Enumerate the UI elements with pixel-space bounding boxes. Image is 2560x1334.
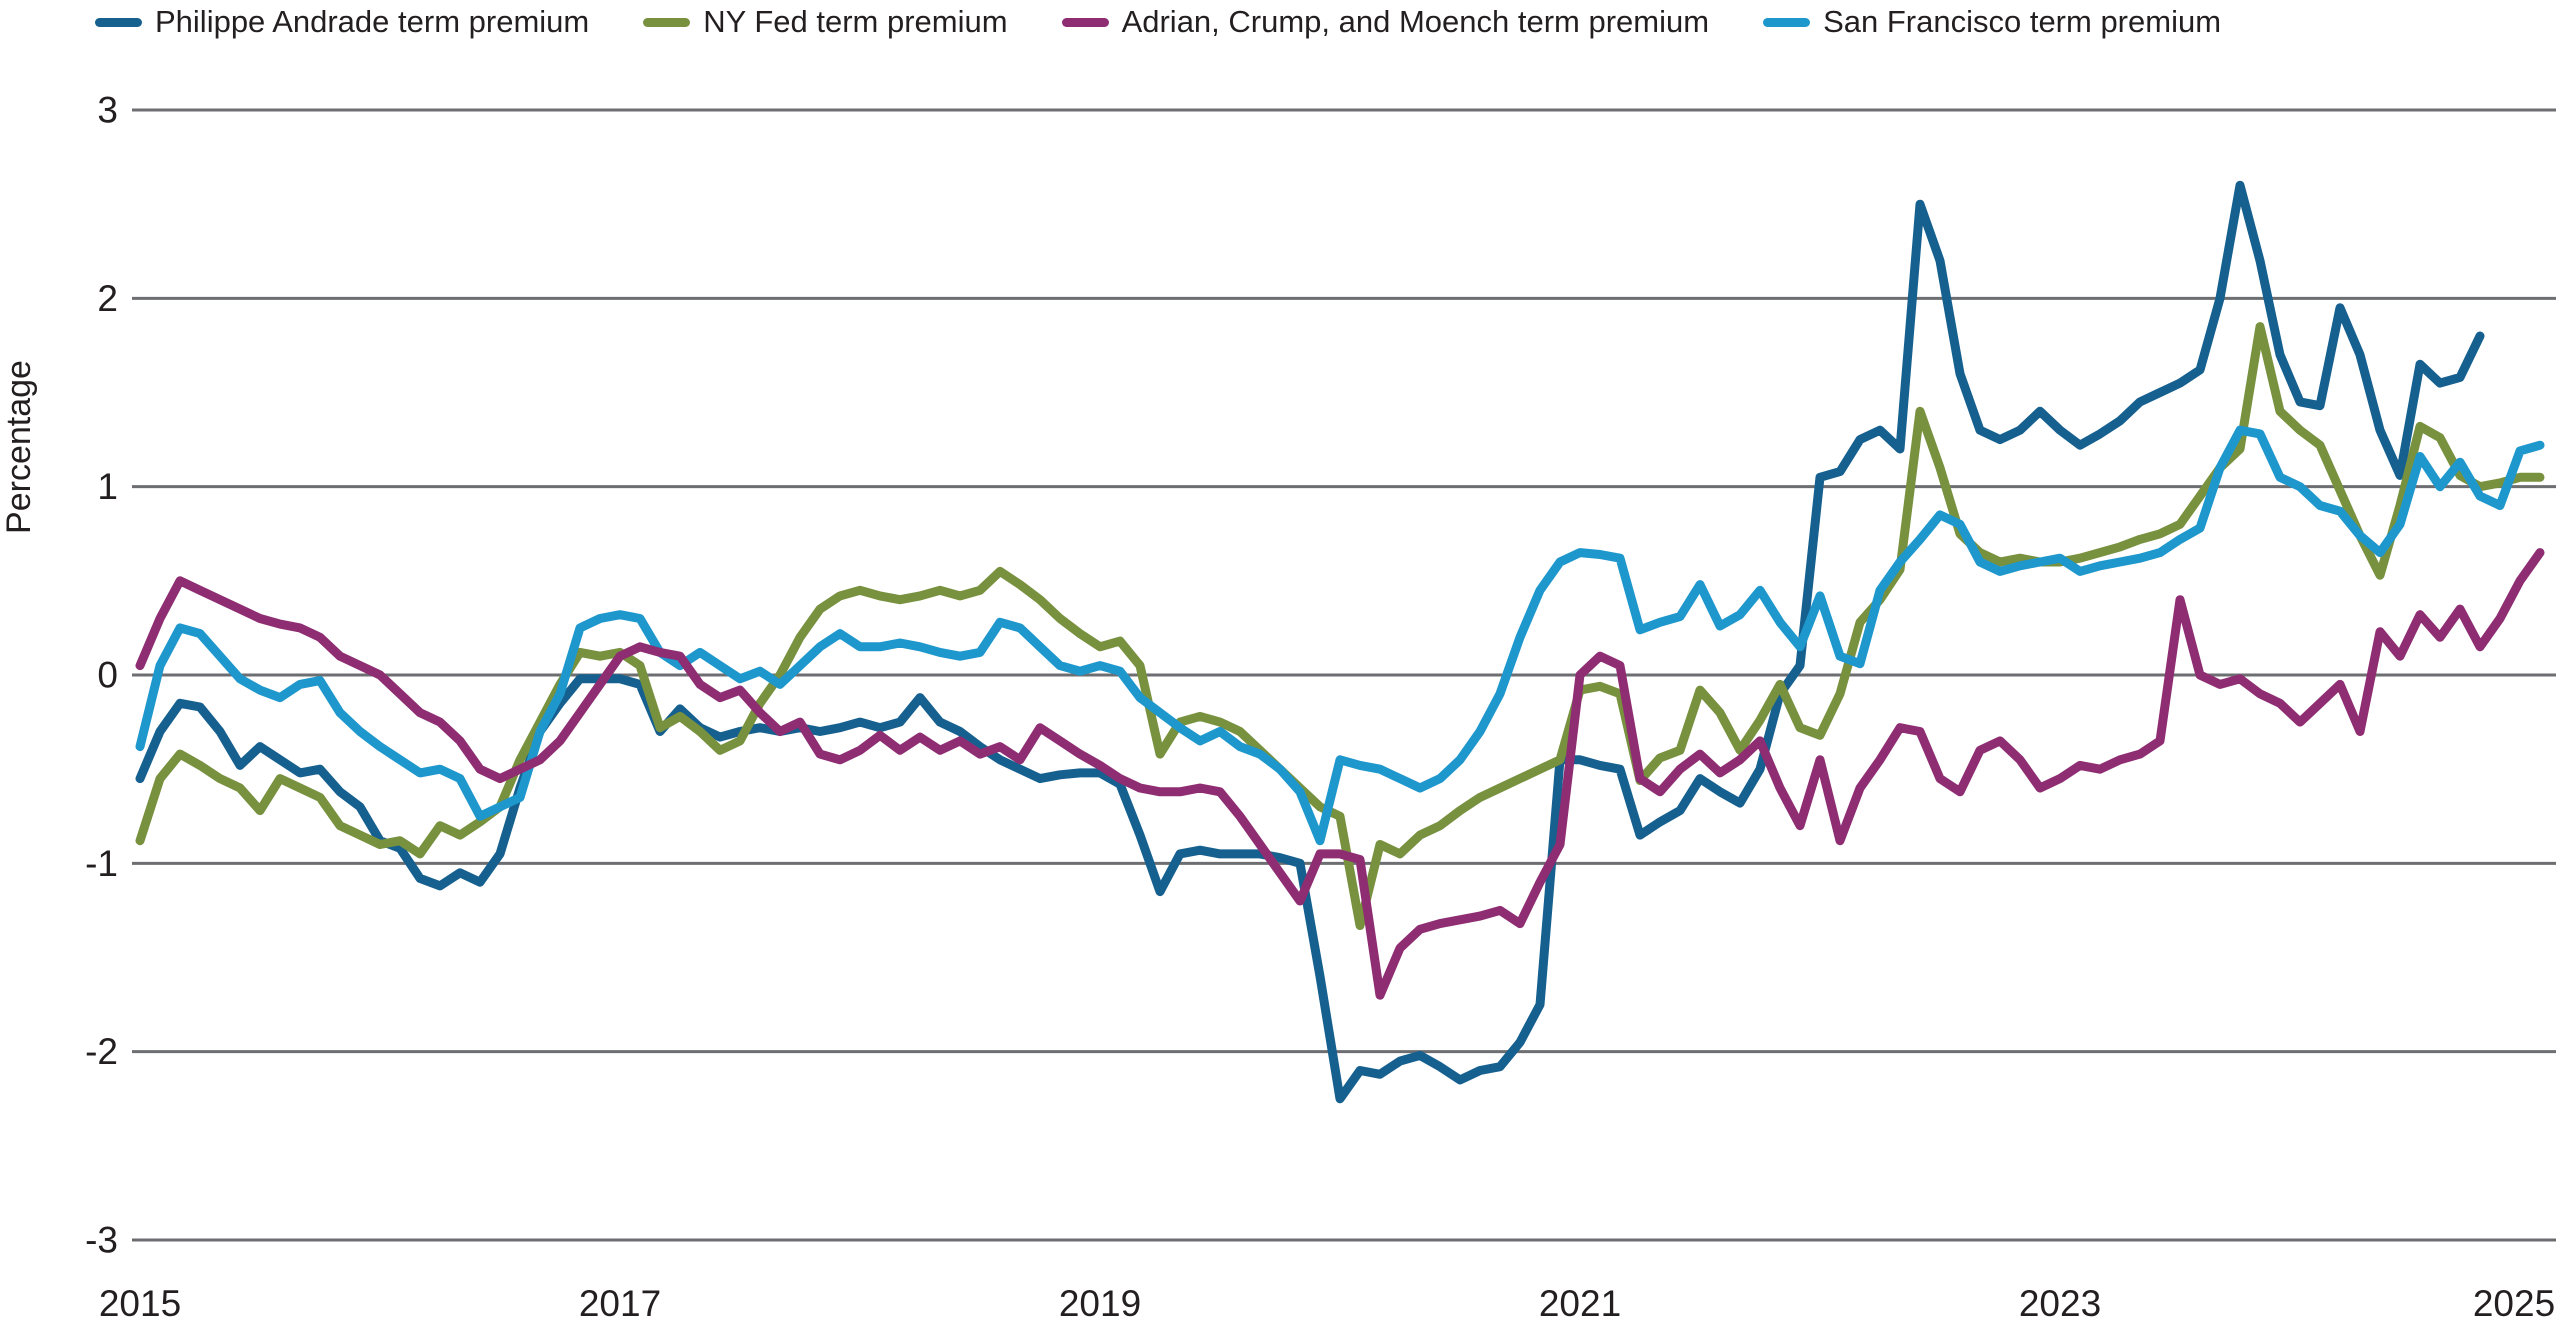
legend-label: Philippe Andrade term premium xyxy=(155,4,590,39)
legend-swatch-icon xyxy=(643,17,691,27)
legend-label: NY Fed term premium xyxy=(703,4,1008,39)
x-tick-label: 2023 xyxy=(2019,1283,2101,1324)
y-tick-label: 0 xyxy=(97,655,118,696)
legend-swatch-icon xyxy=(95,17,142,27)
y-tick-label: 1 xyxy=(97,466,118,507)
legend-item: Adrian, Crump, and Moench term premium xyxy=(1061,4,1710,40)
x-tick-label: 2019 xyxy=(1059,1283,1141,1324)
x-tick-label: 2021 xyxy=(1539,1283,1621,1324)
legend-label: Adrian, Crump, and Moench term premium xyxy=(1121,4,1710,39)
y-tick-label: 2 xyxy=(97,278,118,319)
legend-item: Philippe Andrade term premium xyxy=(95,4,589,40)
y-tick-label: 3 xyxy=(97,90,118,131)
y-tick-label: -3 xyxy=(85,1220,118,1261)
legend-item: NY Fed term premium xyxy=(643,4,1008,40)
y-tick-label: -1 xyxy=(85,843,118,884)
series-line-0 xyxy=(135,180,2485,1104)
x-tick-label: 2025 xyxy=(2473,1283,2555,1324)
series-line-2 xyxy=(135,548,2545,1000)
y-axis-label: Percentage xyxy=(0,360,38,534)
legend-swatch-icon xyxy=(1061,17,1109,27)
y-tick-label: -2 xyxy=(85,1031,118,1072)
series-line-3 xyxy=(135,425,2545,846)
legend-item: San Francisco term premium xyxy=(1763,4,2221,40)
chart-legend: Philippe Andrade term premium NY Fed ter… xyxy=(0,2,2560,42)
x-tick-label: 2015 xyxy=(99,1283,181,1324)
x-tick-label: 2017 xyxy=(579,1283,661,1324)
legend-swatch-icon xyxy=(1763,17,1811,27)
legend-label: San Francisco term premium xyxy=(1823,4,2222,39)
